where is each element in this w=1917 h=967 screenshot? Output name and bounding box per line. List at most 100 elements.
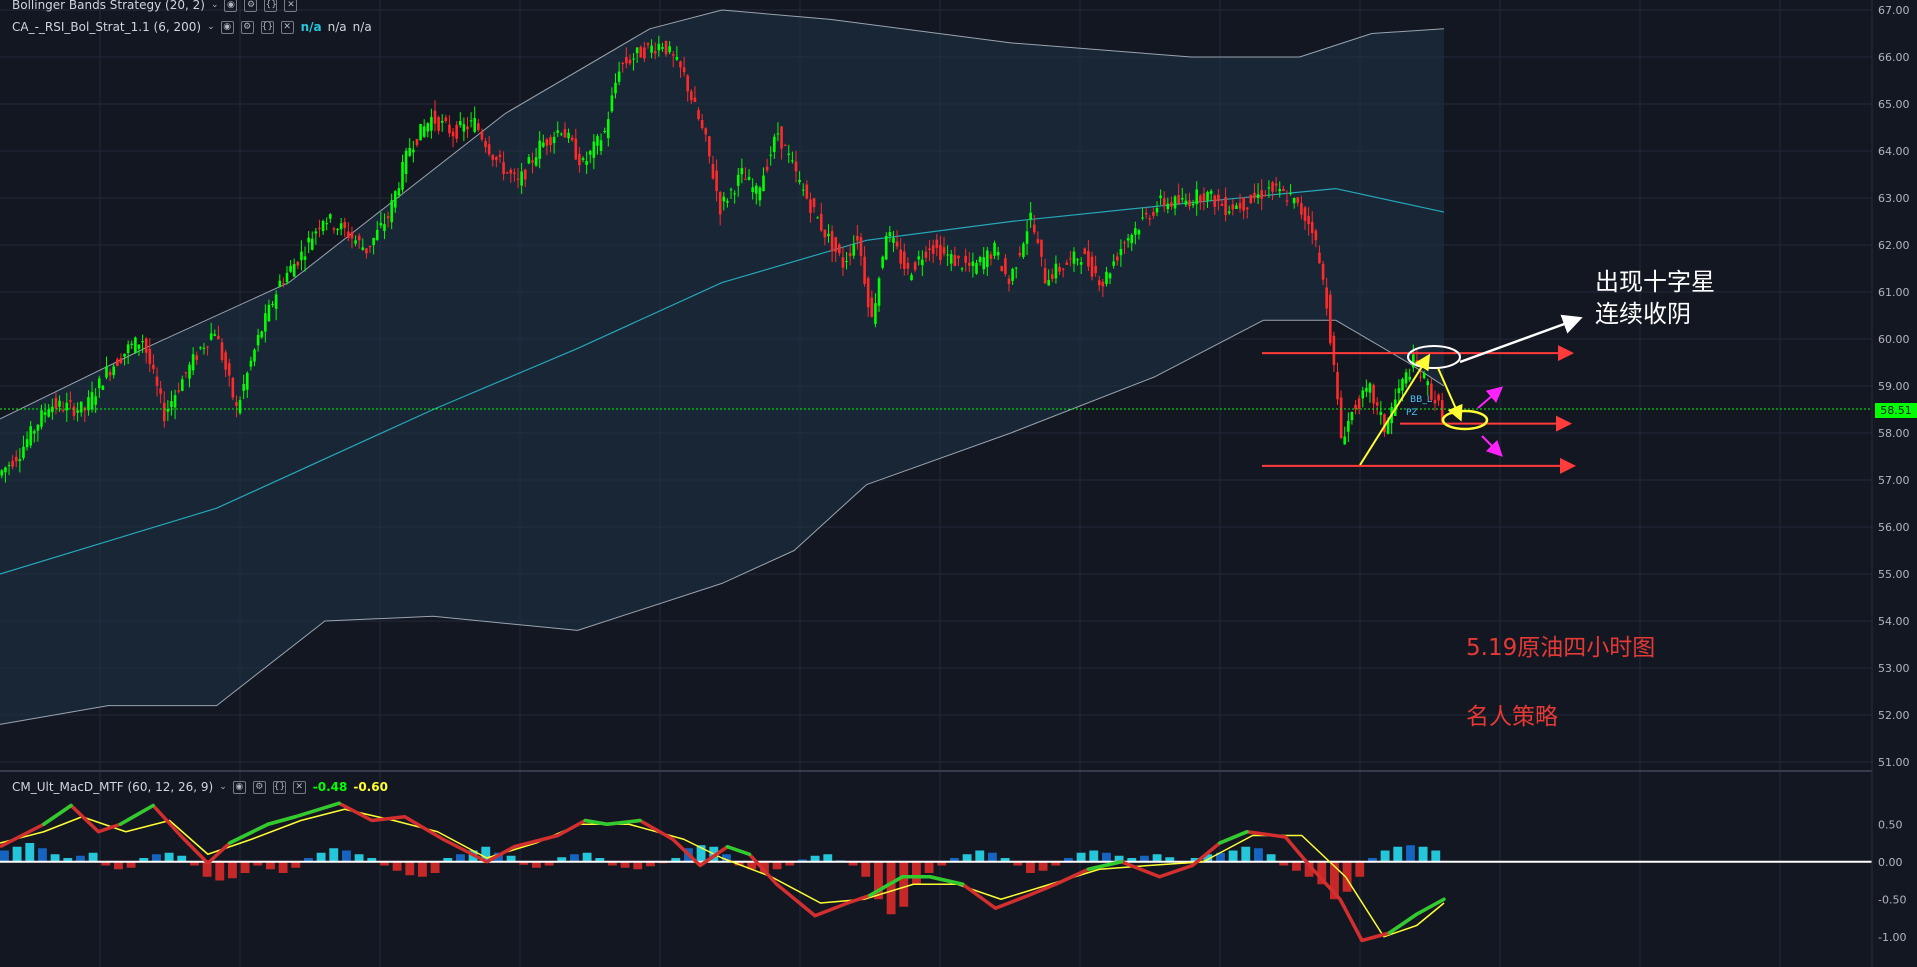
macd-hist-bar [63,858,73,862]
candle-body [856,235,859,241]
macd-hist-bar [1203,854,1213,862]
macd-hist-bar [848,861,858,866]
candle-body [1253,192,1256,199]
candle-body [1166,203,1170,210]
candle-body [552,136,556,144]
macd-hist-bar [253,861,263,866]
macd-hist-bar [962,854,972,862]
macd-hist-bar [519,861,529,865]
macd-hist-bar [354,854,364,862]
band-fill [0,10,1444,725]
close-icon[interactable]: ✕ [284,0,298,12]
source-icon[interactable]: {} [272,780,286,794]
candle-body [801,189,805,191]
legend-rsi[interactable]: CA_-_RSI_Bol_Strat_1.1 (6, 200) ⌄ ◉ ⚙ {}… [12,20,372,34]
gear-icon[interactable]: ⚙ [240,20,254,34]
candle-body [7,465,11,467]
candle-body [36,424,40,431]
candle-body [903,251,906,269]
eye-icon[interactable]: ◉ [232,780,246,794]
legend-macd[interactable]: CM_Ult_MacD_MTF (60, 12, 26, 9) ⌄ ◉ ⚙ {}… [12,780,388,794]
candle-body [220,342,224,360]
candle-body [159,388,162,394]
candle-body [675,56,679,60]
macd-hist-bar [456,854,465,862]
candle-body [545,139,549,146]
gear-icon[interactable]: ⚙ [252,780,266,794]
chevron-down-icon[interactable]: ⌄ [207,22,215,32]
gear-icon[interactable]: ⚙ [244,0,258,12]
candle-body [69,400,72,402]
candle-body [1274,183,1278,186]
eye-icon[interactable]: ◉ [220,20,234,34]
candle-body [1357,398,1361,410]
candle-body [783,144,787,146]
candle-body [130,343,134,345]
candle-body [32,431,36,434]
chevron-down-icon[interactable]: ⌄ [219,782,227,792]
chevron-down-icon[interactable]: ⌄ [210,0,219,10]
candle-body [422,126,426,137]
price-tick-label: 59.00 [1878,380,1910,393]
candle-body [393,191,397,208]
candle-body [841,257,845,268]
macd-hist-bar [50,854,60,862]
candle-body [184,372,188,374]
candle-body [805,184,809,199]
candle-body [949,254,953,264]
eye-icon[interactable]: ◉ [224,0,238,12]
candle-body [700,120,704,129]
candle-body [520,171,523,186]
candle-body [1397,388,1401,394]
candle-body [1321,263,1325,280]
candle-body [874,303,877,324]
macd-hist-bar [215,861,225,881]
candle-body [105,366,108,378]
candle-body [329,214,332,219]
candle-body [87,397,90,411]
candle-body [982,257,986,270]
candle-body [527,157,531,164]
candle-body [975,262,978,274]
candle-body [209,333,213,340]
drawings-layer [1262,314,1583,474]
candle-body [487,144,491,155]
candle-body [137,344,141,349]
candle-body [1365,387,1368,392]
bollinger-bands [0,9,1445,725]
macd-hist-bar [329,848,339,862]
candle-body [365,248,368,254]
close-icon[interactable]: ✕ [292,780,306,794]
candle-body [1289,193,1292,195]
candle-body [195,355,199,360]
candle-body [632,58,635,60]
candle-body [1079,262,1083,265]
candle-body [155,376,159,386]
candle-body [372,237,375,246]
source-icon[interactable]: {} [264,0,278,12]
candle-body [1036,239,1040,243]
source-icon[interactable]: {} [260,20,274,34]
candle-body [1087,251,1090,267]
candle-body [733,193,736,195]
candle-body [1141,217,1144,219]
candle-body [282,283,285,285]
macd-line-up-segment [293,801,341,819]
candle-body [1231,204,1235,210]
candle-body [888,232,892,237]
candle-body [260,331,264,338]
candle-body [610,95,614,112]
candle-body [415,139,419,145]
legend-bollinger[interactable]: Bollinger Bands Strategy (20, 2) ⌄ ◉ ⚙ {… [12,0,298,12]
candle-body [458,121,462,126]
macd-hist-bar [1102,852,1111,862]
macd-hist-bar [582,852,592,862]
candle-body [310,238,314,250]
bb-tag: BB_L [1410,395,1432,405]
candle-body [729,189,733,191]
macd-line-up-segment [1414,897,1446,916]
close-icon[interactable]: ✕ [280,20,294,34]
candle-body [455,124,458,139]
macd-hist-bar [1038,861,1048,871]
